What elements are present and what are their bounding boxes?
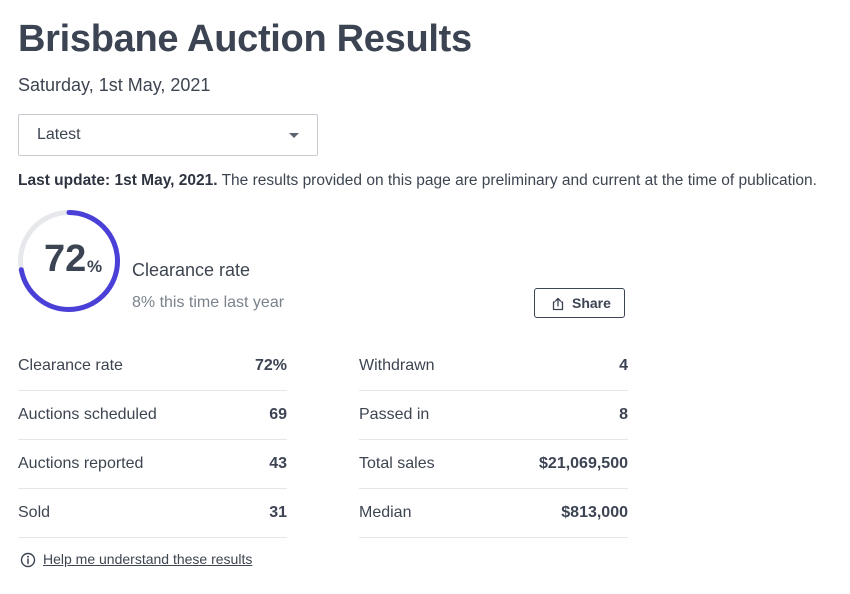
stat-row-clearance-rate: Clearance rate 72% <box>18 342 287 391</box>
help-link-label: Help me understand these results <box>43 551 253 567</box>
stat-label: Passed in <box>359 406 430 423</box>
auction-date: Saturday, 1st May, 2021 <box>18 75 211 95</box>
stat-row-withdrawn: Withdrawn 4 <box>359 342 628 391</box>
last-year-comparison: 8% this time last year <box>132 294 285 311</box>
clearance-rate-label: Clearance rate <box>132 260 251 280</box>
gauge-value: 72 <box>44 238 87 280</box>
stat-label: Auctions scheduled <box>18 406 157 423</box>
stat-row-median: Median $813,000 <box>359 489 628 538</box>
stat-row-auctions-reported: Auctions reported 43 <box>18 440 287 489</box>
share-button[interactable]: Share <box>534 288 625 318</box>
clearance-rate-gauge: 72 % <box>16 208 122 314</box>
stat-row-sold: Sold 31 <box>18 489 287 538</box>
stat-value: 8 <box>619 406 628 423</box>
share-label: Share <box>572 295 611 311</box>
stat-value: 31 <box>269 504 287 521</box>
last-update-note: Last update: 1st May, 2021. The results … <box>18 172 817 190</box>
info-icon <box>20 552 36 568</box>
stat-label: Auctions reported <box>18 455 144 472</box>
stat-value: $21,069,500 <box>539 455 628 472</box>
stat-label: Withdrawn <box>359 357 435 374</box>
select-value: Latest <box>37 126 81 143</box>
stat-value: 69 <box>269 406 287 423</box>
stat-value: 4 <box>619 357 628 374</box>
stat-label: Sold <box>18 504 51 521</box>
stat-label: Median <box>359 504 412 521</box>
stat-row-auctions-scheduled: Auctions scheduled 69 <box>18 391 287 440</box>
stat-value: 43 <box>269 455 287 472</box>
stats-table-left: Clearance rate 72% Auctions scheduled 69… <box>18 342 287 538</box>
stat-row-passed-in: Passed in 8 <box>359 391 628 440</box>
chevron-down-icon <box>289 133 299 138</box>
stat-row-total-sales: Total sales $21,069,500 <box>359 440 628 489</box>
last-update-date: Last update: 1st May, 2021. <box>18 172 218 189</box>
gauge-unit: % <box>87 257 103 276</box>
stat-label: Clearance rate <box>18 357 123 374</box>
share-icon <box>552 297 564 311</box>
stat-value: $813,000 <box>561 504 628 521</box>
gauge-ring <box>18 210 120 312</box>
stats-table-right: Withdrawn 4 Passed in 8 Total sales $21,… <box>359 342 628 538</box>
page-title: Brisbane Auction Results <box>18 18 472 60</box>
last-update-text: The results provided on this page are pr… <box>217 172 817 189</box>
stat-label: Total sales <box>359 455 435 472</box>
stat-value: 72% <box>254 357 287 374</box>
results-period-select[interactable]: Latest <box>18 114 318 156</box>
gauge-fill <box>18 210 120 312</box>
